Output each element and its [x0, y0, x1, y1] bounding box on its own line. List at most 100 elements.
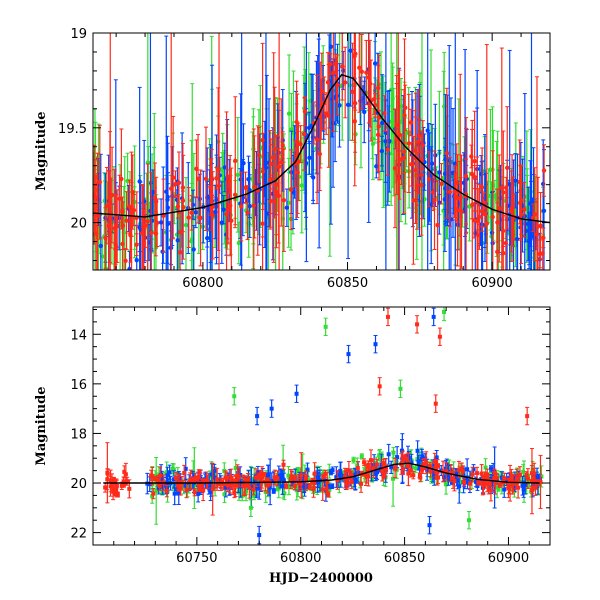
top-data-point: [311, 101, 317, 145]
top-data-point: [484, 44, 490, 270]
top-data-point: [492, 179, 498, 213]
top-data-point: [307, 141, 312, 175]
top-data-point: [501, 130, 506, 255]
bottom-outlier-point: [398, 379, 403, 398]
bottom-data-point: [225, 478, 230, 493]
top-data-point: [145, 163, 150, 270]
bottom-data-point: [215, 467, 220, 491]
top-data-point: [309, 74, 314, 178]
bottom-data-point: [307, 482, 312, 491]
top-data-point: [392, 108, 398, 229]
top-data-point: [279, 98, 284, 227]
top-data-point: [357, 33, 362, 113]
bottom-data-point: [524, 471, 529, 479]
top-data-point: [353, 33, 358, 111]
top-data-point: [409, 141, 414, 187]
top-data-point: [274, 135, 279, 249]
bottom-outlier-point: [232, 387, 237, 406]
top-data-point: [203, 126, 209, 231]
top-data-point: [193, 196, 199, 229]
top-data-point: [213, 184, 218, 240]
bottom-axis-ticks: 60750 60800 60850 60900 14 16 18 20 22: [70, 307, 551, 566]
bottom-data-point: [359, 453, 364, 460]
top-data-point: [379, 74, 385, 172]
bottom-data-point: [493, 471, 498, 495]
top-data-point: [416, 117, 422, 154]
bottom-data-points: [103, 307, 544, 545]
top-data-point: [252, 135, 257, 239]
bottom-outlier-point: [294, 384, 299, 403]
bottom-data-point: [182, 464, 187, 482]
top-data-point: [227, 169, 232, 194]
top-data-point: [490, 150, 495, 270]
top-data-point: [186, 187, 191, 249]
bottom-y-tick-label: 18: [70, 427, 87, 442]
top-data-point: [411, 136, 416, 265]
top-data-point: [243, 171, 248, 204]
top-data-point: [124, 191, 129, 251]
bottom-data-point: [155, 474, 160, 486]
top-data-point: [113, 194, 119, 270]
bottom-data-point: [284, 482, 289, 490]
bottom-outlier-point: [437, 327, 442, 346]
top-data-point: [165, 142, 170, 270]
top-data-point: [286, 157, 291, 248]
top-data-point: [458, 177, 463, 218]
bottom-data-point: [164, 484, 169, 498]
bottom-data-point: [254, 468, 259, 487]
bottom-data-point: [444, 462, 449, 481]
bottom-outlier-point: [377, 377, 382, 396]
bottom-outlier-point: [466, 511, 471, 530]
top-data-point: [518, 165, 523, 241]
bottom-data-point: [335, 470, 340, 490]
bottom-data-point: [281, 459, 286, 470]
top-data-point: [426, 151, 432, 208]
top-data-point: [435, 180, 440, 270]
top-data-point: [359, 33, 364, 110]
bottom-data-point: [362, 458, 367, 467]
top-data-point: [475, 188, 481, 270]
bottom-data-point: [380, 461, 385, 482]
top-data-point: [298, 125, 303, 164]
top-data-point: [469, 144, 474, 169]
bottom-data-point: [259, 471, 264, 491]
top-data-point: [414, 173, 420, 206]
top-y-tick-label: 20: [70, 217, 87, 232]
top-data-point: [535, 176, 541, 270]
bottom-data-point: [530, 486, 535, 494]
top-data-point: [367, 39, 373, 128]
top-data-point: [437, 149, 442, 196]
top-data-point: [503, 187, 509, 270]
bottom-data-point: [167, 464, 172, 480]
bottom-data-point: [521, 480, 526, 498]
top-data-point: [505, 106, 510, 230]
bottom-data-point: [481, 475, 486, 495]
bottom-outlier-point: [433, 394, 438, 413]
top-data-point: [509, 170, 514, 253]
top-y-tick-label: 19.5: [58, 122, 87, 137]
bottom-data-point: [149, 469, 154, 482]
bottom-x-tick-label: 60900: [488, 551, 529, 566]
top-data-point: [382, 95, 387, 132]
bottom-data-point: [280, 470, 285, 487]
top-data-point: [362, 80, 367, 144]
x-axis-label: HJD−2400000: [269, 571, 373, 586]
bottom-outlier-point: [525, 406, 530, 426]
top-data-point: [271, 52, 276, 263]
bottom-data-point: [389, 460, 394, 474]
top-data-point: [194, 139, 199, 199]
bottom-plot-frame: [92, 306, 551, 546]
bottom-data-point: [488, 479, 493, 502]
top-data-point: [470, 119, 475, 270]
top-data-point: [371, 83, 377, 115]
bottom-data-point: [112, 486, 117, 495]
top-y-tick-label: 19: [70, 27, 87, 42]
bottom-data-point: [462, 477, 467, 487]
bottom-data-point: [312, 478, 317, 488]
top-data-point: [507, 49, 512, 270]
top-data-point: [485, 180, 490, 254]
top-data-point: [222, 142, 228, 193]
bottom-data-point: [219, 479, 224, 488]
top-data-point: [497, 154, 502, 263]
